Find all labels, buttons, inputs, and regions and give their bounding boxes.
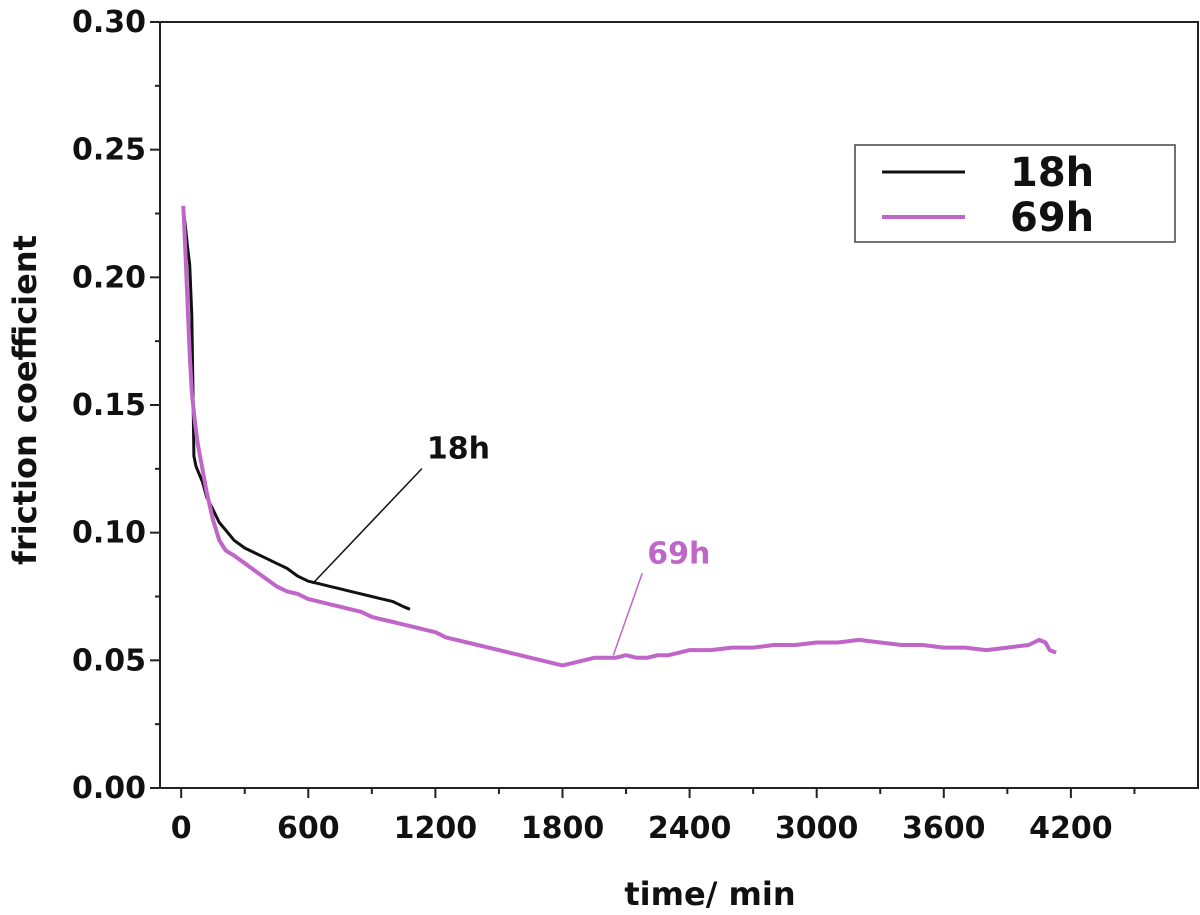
x-tick-label: 600 [277, 811, 340, 846]
annotation-leader-18h [311, 468, 423, 585]
series-line-18h [181, 208, 411, 611]
y-tick-label: 0.00 [72, 771, 146, 806]
y-tick-label: 0.25 [72, 133, 146, 168]
plot-frame: 0.00 0.05 0.10 0.15 0.20 0.25 0.30 0 600 1200 1800… [72, 5, 1199, 846]
x-tick-label: 0 [171, 811, 192, 846]
x-tick-label: 4200 [1029, 811, 1113, 846]
annotation-layer: 18h 69h [311, 432, 710, 656]
legend-label-69h: 69h [1010, 195, 1094, 241]
y-tick-label: 0.10 [72, 516, 146, 551]
y-axis-title: friction coefficient [6, 235, 44, 565]
plot-border [159, 21, 1199, 789]
axis-labels: time/ min friction coefficient [6, 235, 796, 913]
annotation-label-69h: 69h [647, 536, 710, 571]
x-tick-label: 2400 [648, 811, 732, 846]
annotation-label-18h: 18h [427, 432, 490, 467]
legend-label-18h: 18h [1010, 150, 1094, 196]
series-line-69h [181, 205, 1057, 668]
x-tick-label: 3000 [775, 811, 859, 846]
legend-box [854, 144, 1176, 243]
y-tick-label: 0.05 [72, 643, 146, 678]
annotation-leader-69h [612, 573, 643, 656]
y-tick-label: 0.15 [72, 388, 146, 423]
series-layer [181, 205, 1057, 668]
x-tick-label: 3600 [902, 811, 986, 846]
x-axis-title: time/ min [624, 875, 795, 913]
y-tick-label: 0.20 [72, 260, 146, 295]
x-tick-label: 1800 [521, 811, 605, 846]
x-tick-label: 1200 [394, 811, 478, 846]
y-tick-label: 0.30 [72, 5, 146, 40]
